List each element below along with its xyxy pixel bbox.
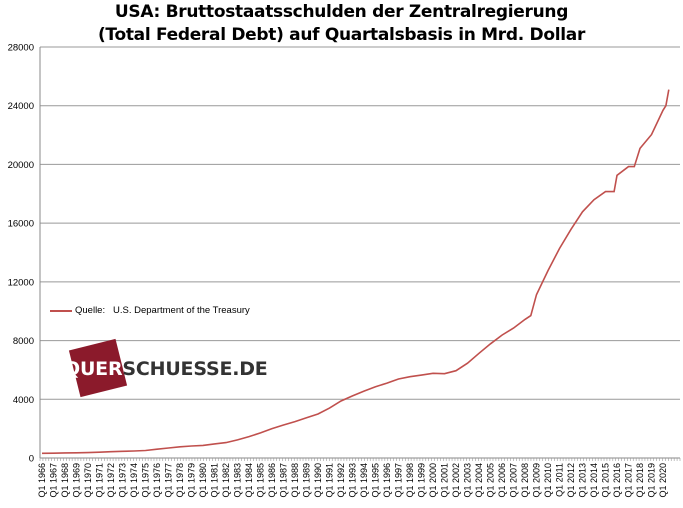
y-tick-label: 8000 [13, 336, 34, 347]
debt-series-line [41, 89, 670, 455]
x-tick-label: Q1 2020 [658, 463, 668, 498]
x-tick-label: Q1 2009 [532, 463, 542, 498]
legend: Quelle: U.S. Department of the Treasury [50, 305, 250, 316]
x-tick-label: Q1 1966 [37, 463, 47, 498]
x-tick-label: Q1 1995 [371, 463, 381, 498]
x-tick-label: Q1 2004 [474, 463, 484, 498]
x-tick-label: Q1 2008 [520, 463, 530, 498]
x-tick-label: Q1 2013 [578, 463, 588, 498]
x-tick-label: Q1 2015 [601, 463, 611, 498]
x-tick-label: Q1 2002 [451, 463, 461, 498]
y-tick-label: 24000 [8, 101, 34, 112]
x-tick-label: Q1 1970 [83, 463, 93, 498]
x-tick-label: Q1 1987 [279, 463, 289, 498]
x-tick-label: Q1 2010 [543, 463, 553, 498]
x-tick-label: Q1 1992 [336, 463, 346, 498]
x-tick-label: Q1 1993 [348, 463, 358, 498]
x-tick-label: Q1 1997 [394, 463, 404, 498]
x-tick-label: Q1 1981 [210, 463, 220, 498]
x-tick-label: Q1 1983 [233, 463, 243, 498]
chart-title-line-1: USA: Bruttostaatsschulden der Zentralreg… [114, 2, 569, 22]
y-tick-label: 16000 [8, 219, 34, 230]
x-tick-label: Q1 2014 [589, 463, 599, 498]
chart-title-line-2: (Total Federal Debt) auf Quartalsbasis i… [97, 25, 586, 45]
x-tick-label: Q1 1971 [95, 463, 105, 498]
x-tick-label: Q1 1990 [313, 463, 323, 498]
y-tick-label: 28000 [8, 43, 34, 54]
x-tick-label: Q1 2005 [486, 463, 496, 498]
x-tick-label: Q1 1988 [290, 463, 300, 498]
x-tick-label: Q1 1969 [72, 463, 82, 498]
y-tick-label: 12000 [8, 277, 34, 288]
x-tick-label: Q1 1984 [244, 463, 254, 498]
x-tick-label: Q1 2001 [440, 463, 450, 498]
x-tick-label: Q1 2016 [612, 463, 622, 498]
x-tick-label: Q1 1982 [221, 463, 231, 498]
x-tick-label: Q1 1985 [256, 463, 266, 498]
x-tick-label: Q1 2012 [566, 463, 576, 498]
x-tick-label: Q1 1977 [164, 463, 174, 498]
x-tick-label: Q1 1968 [60, 463, 70, 498]
x-tick-label: Q1 1974 [129, 463, 139, 498]
x-tick-label: Q1 1980 [198, 463, 208, 498]
y-tick-label: 20000 [8, 160, 34, 171]
x-tick-label: Q1 1996 [382, 463, 392, 498]
x-tick-label: Q1 1994 [359, 463, 369, 498]
x-tick-label: Q1 1973 [118, 463, 128, 498]
x-tick-label: Q1 2018 [635, 463, 645, 498]
x-tick-label: Q1 2017 [624, 463, 634, 498]
x-tick-label: Q1 2003 [463, 463, 473, 498]
x-tick-label: Q1 1998 [405, 463, 415, 498]
x-tick-label: Q1 2007 [509, 463, 519, 498]
querschuesse-logo: QUERSCHUESSE.DE [64, 338, 268, 398]
x-tick-label: Q1 1991 [325, 463, 335, 498]
y-tick-label: 4000 [13, 395, 34, 406]
x-tick-label: Q1 1975 [141, 463, 151, 498]
x-tick-label: Q1 2006 [497, 463, 507, 498]
x-tick-label: Q1 1989 [302, 463, 312, 498]
x-tick-label: Q1 2011 [555, 463, 565, 497]
y-tick-label: 0 [29, 454, 34, 465]
x-tick-label: Q1 1986 [267, 463, 277, 498]
x-tick-label: Q1 2000 [428, 463, 438, 498]
x-tick-label: Q1 1967 [49, 463, 59, 498]
x-tick-label: Q1 1978 [175, 463, 185, 498]
x-tick-label: Q1 1999 [417, 463, 427, 498]
legend-line-swatch [50, 309, 72, 312]
x-tick-label: Q1 1972 [106, 463, 116, 498]
x-tick-label: Q1 1979 [187, 463, 197, 498]
x-tick-label: Q1 2019 [647, 463, 657, 498]
legend-label: Quelle: U.S. Department of the Treasury [75, 305, 250, 316]
x-tick-label: Q1 1976 [152, 463, 162, 498]
